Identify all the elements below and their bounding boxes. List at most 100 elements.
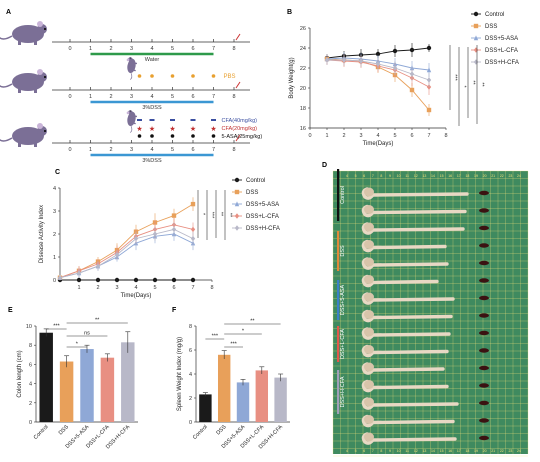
ruler-number: 15: [440, 174, 444, 178]
cfa-40-dose-mark: [170, 119, 175, 121]
x-tick-label: 2: [96, 285, 99, 291]
ruler-number: 11: [405, 174, 409, 178]
pbs-legend: PBS: [224, 74, 236, 80]
group-color-bar: [337, 280, 340, 320]
significance-label: **: [479, 82, 485, 87]
ruler-number: 18: [465, 174, 469, 178]
y-tick-label: 0: [29, 420, 32, 426]
timeline-day-label: 4: [150, 94, 153, 100]
group-color-bar: [337, 326, 340, 362]
ruler-number: 22: [500, 449, 504, 453]
legend-label: Control: [246, 178, 265, 184]
data-point: [190, 226, 196, 233]
legend-label: DSS+H-CFA: [485, 60, 519, 66]
data-point: [171, 213, 177, 218]
timeline-day-label: 1: [89, 46, 92, 52]
x-tick-label: 1: [325, 133, 328, 139]
panel-b-body-weight-chart: 16 18 20 22 24 26 0 1 2 3 4 5 6 7 8 Time(Days) Body Weig…: [289, 11, 519, 147]
ruler-number: 8: [380, 449, 382, 453]
panel-a-timeline: 0 1 2 3 4 5 6 7 8 Water 0 1 2 3 4 5 6 7 8 3%DSS 0 1 2 3 4 5 6 7 8 3%D…: [0, 20, 262, 164]
y-tick-label: 4: [53, 186, 56, 192]
ruler-number: 9: [389, 449, 391, 453]
sacrifice-marker: [235, 81, 241, 89]
asa-dose-dot: [150, 134, 154, 138]
data-point: [409, 71, 415, 77]
significance-label: ***: [212, 334, 219, 340]
cecum: [364, 397, 374, 407]
category-label: DSS: [58, 424, 70, 436]
y-tick-label: 24: [300, 46, 306, 52]
y-tick-label: 1: [53, 255, 56, 261]
cecum: [364, 327, 374, 337]
data-point: [190, 235, 196, 242]
data-point: [324, 57, 330, 63]
pbs-dose-dot: [170, 74, 175, 78]
cecum: [364, 187, 374, 197]
spleen-specimen: [479, 313, 489, 318]
y-tick-label: 8: [189, 324, 192, 330]
timeline-day-label: 8: [232, 147, 235, 153]
ruler-number: 24: [517, 449, 521, 453]
legend-label: DSS+5-ASA: [485, 36, 518, 42]
y-tick-label: 4: [189, 372, 192, 378]
y-tick-label: 3: [53, 209, 56, 215]
timeline-day-label: 6: [191, 46, 194, 52]
legend-marker: [473, 47, 479, 53]
ruler-number: 19: [474, 174, 478, 178]
spleen-specimen: [479, 260, 489, 266]
ruler-number: 14: [431, 174, 435, 178]
data-point: [392, 48, 398, 54]
ruler-number: 14: [431, 449, 435, 453]
category-label: DSS: [215, 424, 227, 436]
cfa-20-dose-star: ★: [136, 125, 142, 133]
data-point: [76, 277, 82, 283]
legend-marker: [234, 177, 240, 183]
bar: [80, 349, 94, 422]
legend-marker: [473, 11, 479, 17]
panel-c-letter: C: [55, 169, 60, 176]
y-tick-label: 0: [53, 278, 56, 284]
mouse-icon: [0, 20, 48, 46]
data-point: [152, 231, 158, 237]
timeline-day-label: 6: [191, 94, 194, 100]
pbs-dose-dot: [211, 74, 216, 78]
x-tick-label: 3: [359, 133, 362, 139]
bar: [100, 357, 115, 422]
cecum: [364, 432, 374, 442]
legend-cfa-40: CFA(40mg/kg): [222, 118, 258, 124]
treatment-period-label: Water: [145, 57, 160, 63]
bar: [274, 377, 287, 422]
ruler-number: 10: [397, 174, 401, 178]
timeline-day-label: 8: [232, 46, 235, 52]
spleen-specimen: [479, 278, 489, 283]
significance-label: ***: [209, 212, 215, 219]
asa-dose-dot: [191, 134, 195, 138]
panel-d-letter: D: [322, 162, 327, 169]
timeline-day-label: 0: [68, 46, 71, 52]
y-tick-label: 16: [300, 126, 306, 132]
ruler-number: 22: [500, 174, 504, 178]
ruler-number: 11: [405, 449, 409, 453]
ruler-number: 5: [355, 174, 357, 178]
significance-label: ***: [53, 324, 60, 330]
cfa-40-dose-mark: [190, 119, 196, 121]
y-axis-title: Spleen Weight Index (mg/g): [177, 337, 183, 411]
bar: [59, 361, 74, 422]
y-tick-label: 2: [29, 401, 32, 407]
x-tick-label: 7: [427, 133, 430, 139]
timeline-day-label: 1: [89, 147, 92, 153]
x-tick-label: 4: [134, 285, 137, 291]
y-tick-label: 18: [300, 106, 306, 112]
gavage-mouse-icon: [123, 56, 139, 81]
ruler-number: 13: [422, 174, 426, 178]
timeline-day-label: 6: [191, 147, 194, 153]
x-tick-label: 5: [393, 133, 396, 139]
ruler-number: 6: [363, 174, 365, 178]
data-point: [114, 277, 120, 283]
ruler-number: 16: [448, 449, 452, 453]
panel-c-dai-chart: 0 1 2 3 4 1 2 3 4 5 6 7 8 Time(Days) Disease Activity …: [39, 177, 280, 299]
timeline-day-label: 1: [89, 94, 92, 100]
legend-cfa-20: CFA(20mg/kg): [222, 126, 258, 132]
group-label: DSS+5-ASA: [340, 284, 346, 315]
